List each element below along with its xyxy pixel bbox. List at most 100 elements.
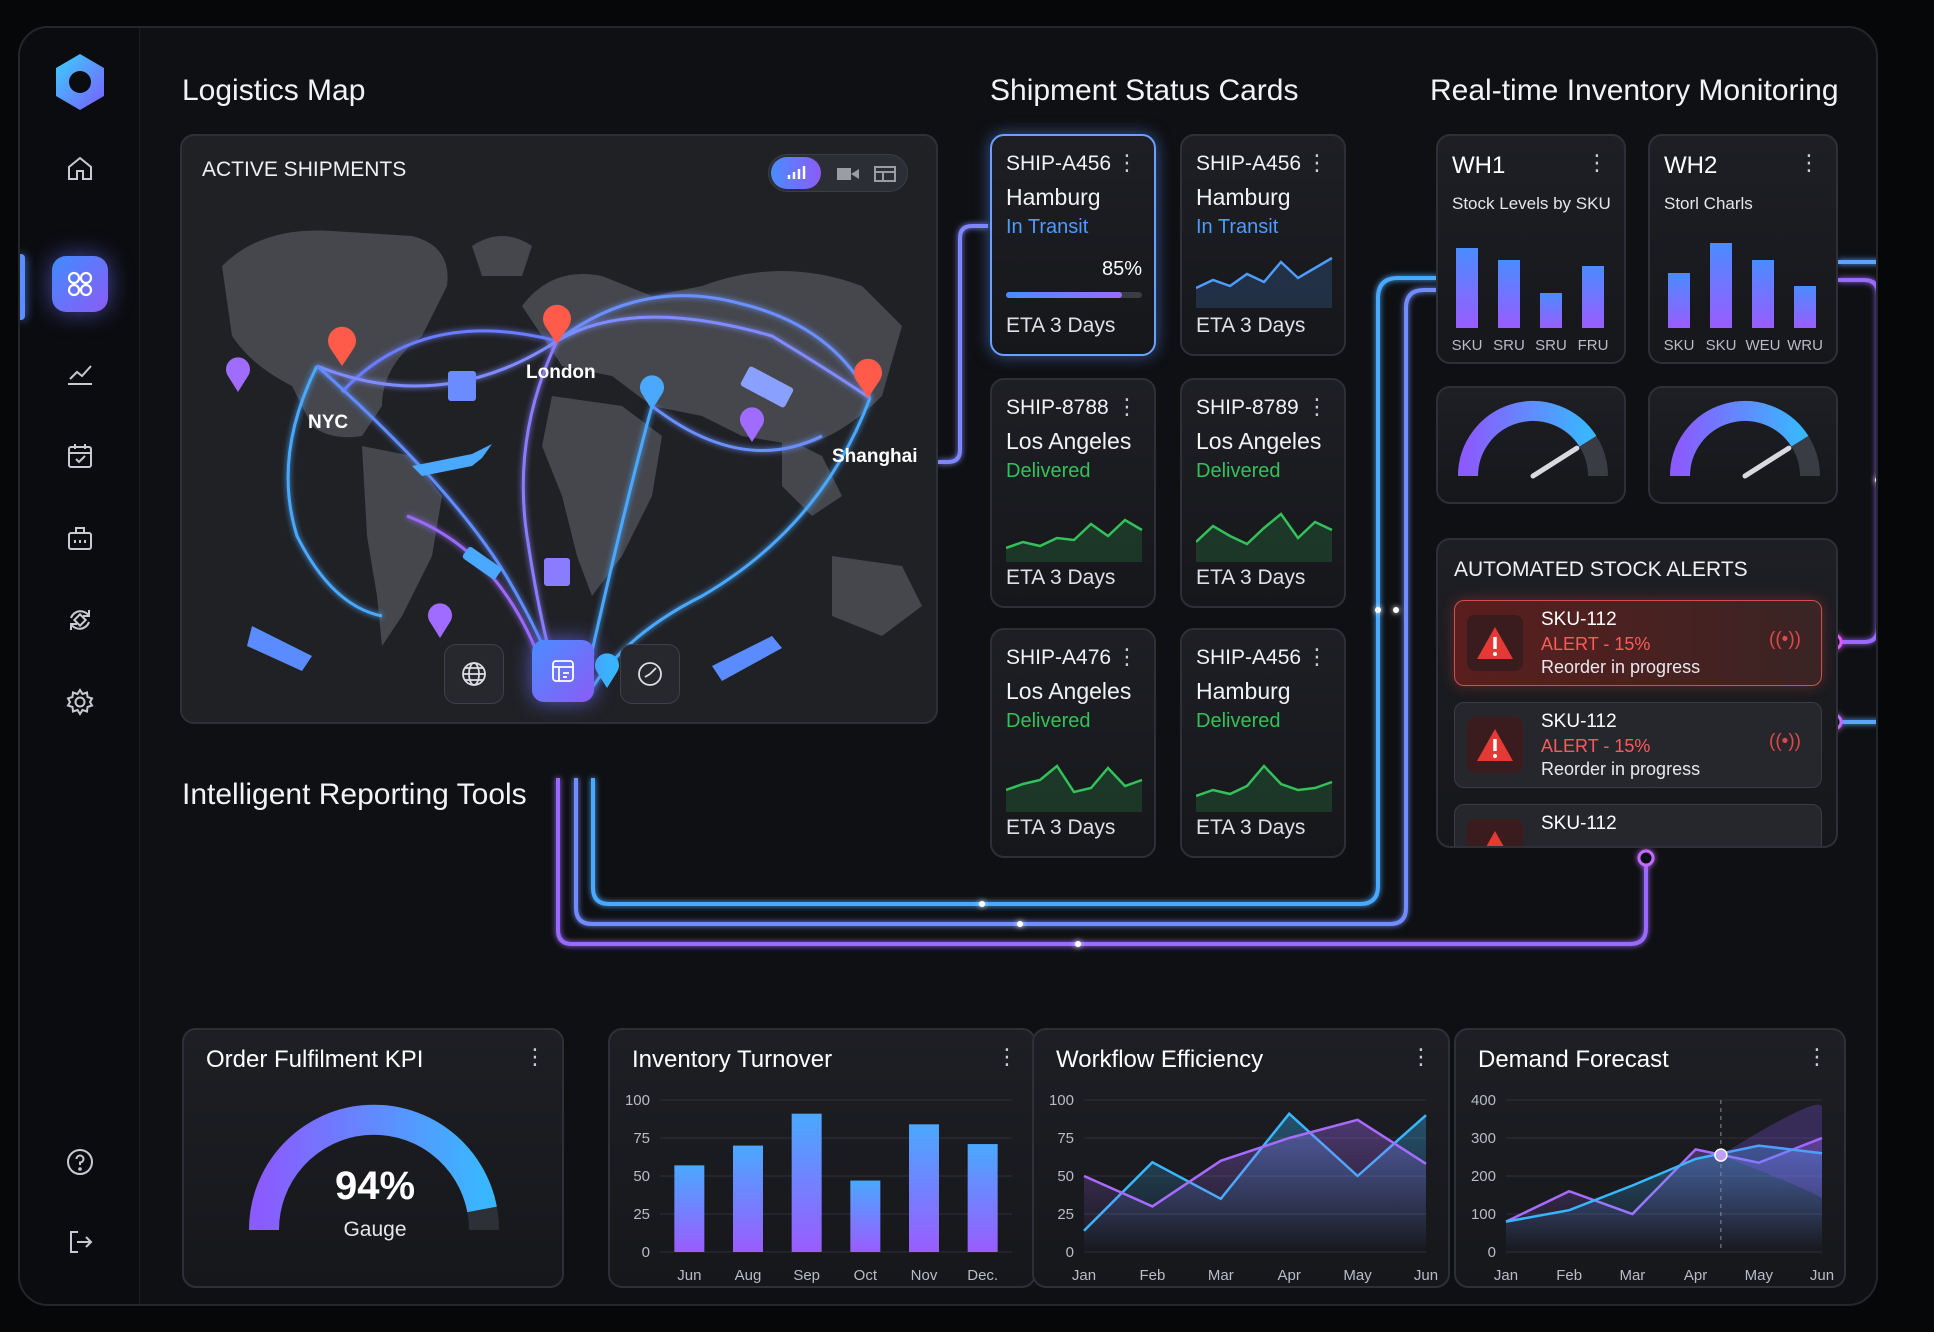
alert-item[interactable]: SKU-112 ALERT - 15% Reorder in progress … bbox=[1454, 702, 1822, 788]
home-icon bbox=[68, 156, 92, 180]
shipment-card[interactable]: SHIP-A456 ⋮ Hamburg In Transit ETA 3 Days 85% bbox=[990, 134, 1156, 356]
city-label-shanghai: Shanghai bbox=[832, 446, 918, 467]
clock-icon bbox=[638, 662, 662, 686]
nav-settings[interactable] bbox=[52, 674, 108, 730]
alert-sku: SKU-112 bbox=[1541, 813, 1617, 834]
hexagon-logo[interactable] bbox=[48, 50, 112, 114]
x-tick-label: Dec. bbox=[967, 1267, 998, 1284]
y-tick-label: 75 bbox=[1057, 1130, 1074, 1147]
alert-item[interactable]: SKU-112 bbox=[1454, 804, 1822, 846]
stock-bar bbox=[1582, 266, 1604, 328]
stock-bar-label: SRU bbox=[1493, 337, 1525, 352]
series-area bbox=[1506, 1145, 1822, 1252]
pin-london-icon bbox=[543, 304, 571, 344]
shipment-eta: ETA 3 Days bbox=[1196, 816, 1306, 839]
shipment-city: Los Angeles bbox=[1006, 678, 1132, 704]
nav-calendar[interactable] bbox=[52, 428, 108, 484]
transport-icons bbox=[247, 366, 794, 681]
ship-icon bbox=[712, 636, 782, 681]
more-menu-icon[interactable]: ⋮ bbox=[1116, 150, 1138, 175]
layout-icon[interactable] bbox=[873, 165, 897, 183]
kpi-card-body[interactable]: Order Fulfilment KPI ⋮ 94% Gauge bbox=[182, 1028, 564, 1288]
shipment-status: Delivered bbox=[1196, 710, 1281, 732]
nav-inventory[interactable] bbox=[52, 510, 108, 566]
map-tool-clock[interactable] bbox=[620, 644, 680, 704]
y-tick-label: 25 bbox=[633, 1206, 650, 1223]
x-tick-label: Jun bbox=[1810, 1267, 1834, 1284]
shipment-city: Hamburg bbox=[1196, 184, 1291, 210]
map-tool-globe[interactable] bbox=[444, 644, 504, 704]
city-label-nyc: NYC bbox=[308, 412, 349, 433]
forecast-point bbox=[1714, 1148, 1728, 1162]
reporting-title: Intelligent Reporting Tools bbox=[182, 778, 527, 811]
shipment-card[interactable]: SHIP-A456 ⋮ Hamburg Delivered ETA 3 Days bbox=[1180, 628, 1346, 858]
x-tick-label: Mar bbox=[1208, 1267, 1234, 1284]
more-menu-icon[interactable]: ⋮ bbox=[1116, 394, 1138, 419]
more-menu-icon[interactable]: ⋮ bbox=[1806, 1044, 1828, 1069]
sparkline bbox=[1006, 518, 1143, 562]
stock-bar-label: SKU bbox=[1664, 337, 1695, 352]
map-view-toggle[interactable] bbox=[768, 154, 908, 192]
nav-dashboard[interactable] bbox=[52, 256, 108, 312]
more-menu-icon[interactable]: ⋮ bbox=[1586, 150, 1608, 175]
x-tick-label: Aug bbox=[735, 1267, 762, 1284]
more-menu-icon[interactable]: ⋮ bbox=[1116, 644, 1138, 669]
nav-analytics[interactable] bbox=[52, 346, 108, 402]
map-tool-report[interactable] bbox=[532, 640, 594, 702]
shipment-card[interactable]: SHIP-A476 ⋮ Los Angeles Delivered ETA 3 Days bbox=[990, 628, 1156, 858]
more-menu-icon[interactable]: ⋮ bbox=[1798, 150, 1820, 175]
bar bbox=[674, 1165, 705, 1252]
shipment-card[interactable]: SHIP-A456 ⋮ Hamburg In Transit ETA 3 Days bbox=[1180, 134, 1346, 356]
analytics-icon bbox=[68, 365, 92, 385]
world-map bbox=[222, 230, 922, 697]
city-label-london: London bbox=[526, 362, 596, 383]
inventory-title: Real-time Inventory Monitoring bbox=[1430, 74, 1839, 107]
shipment-status: In Transit bbox=[1196, 216, 1279, 238]
shipment-city: Los Angeles bbox=[1196, 428, 1322, 454]
more-menu-icon[interactable]: ⋮ bbox=[524, 1044, 546, 1069]
alert-message: Reorder in progress bbox=[1541, 657, 1701, 677]
video-icon[interactable] bbox=[835, 165, 861, 183]
more-menu-icon[interactable]: ⋮ bbox=[1306, 644, 1328, 669]
x-tick-label: Apr bbox=[1278, 1267, 1301, 1284]
shipment-id: SHIP-A456 bbox=[1006, 152, 1112, 175]
stock-bar bbox=[1794, 286, 1816, 328]
broadcast-icon: ((•)) bbox=[1769, 731, 1801, 752]
more-menu-icon[interactable]: ⋮ bbox=[1410, 1044, 1432, 1069]
stock-bar bbox=[1668, 273, 1690, 328]
nav-sync[interactable] bbox=[52, 592, 108, 648]
bar bbox=[791, 1113, 822, 1252]
shipment-card[interactable]: SHIP-8788 ⋮ Los Angeles Delivered ETA 3 Days bbox=[990, 378, 1156, 608]
x-tick-label: Nov bbox=[911, 1267, 938, 1284]
y-tick-label: 100 bbox=[1471, 1206, 1496, 1223]
shipment-id: SHIP-A476 bbox=[1006, 646, 1112, 669]
shipment-eta: ETA 3 Days bbox=[1006, 314, 1116, 337]
more-menu-icon[interactable]: ⋮ bbox=[996, 1044, 1018, 1069]
alert-item[interactable]: SKU-112 ALERT - 15% Reorder in progress … bbox=[1454, 600, 1822, 686]
y-tick-label: 200 bbox=[1471, 1168, 1496, 1185]
toggle-signal[interactable] bbox=[771, 157, 821, 189]
warning-icon bbox=[1467, 615, 1523, 671]
stock-bar-label: SKU bbox=[1452, 337, 1483, 352]
report-chart-card[interactable]: Workflow Efficiency ⋮ 100 75 50 25 0 Jan Feb Mar A… bbox=[1032, 1028, 1450, 1288]
report-chart-card[interactable]: Demand Forecast ⋮ 400 300 200 100 0 Jan Feb Mar Ap… bbox=[1454, 1028, 1846, 1288]
alert-sku: SKU-112 bbox=[1541, 609, 1617, 630]
nav-help[interactable] bbox=[52, 1134, 108, 1190]
settings-icon bbox=[66, 688, 94, 716]
more-menu-icon[interactable]: ⋮ bbox=[1306, 394, 1328, 419]
warehouse-card[interactable]: WH1 ⋮ Stock Levels by SKU SKU SRU SRU FRU bbox=[1436, 134, 1626, 364]
map-header: ACTIVE SHIPMENTS bbox=[202, 158, 407, 181]
y-tick-label: 25 bbox=[1057, 1206, 1074, 1223]
gauge-dial bbox=[1670, 401, 1820, 479]
kpi-gauge bbox=[248, 1104, 499, 1231]
shipment-card[interactable]: SHIP-8789 ⋮ Los Angeles Delivered ETA 3 Days bbox=[1180, 378, 1346, 608]
warehouse-card[interactable]: WH2 ⋮ Storl Charls SKU SKU WEU WRU bbox=[1648, 134, 1838, 364]
chart-plot: 400 300 200 100 0 Jan Feb Mar Apr May Jun bbox=[1471, 1092, 1834, 1284]
report-chart-card[interactable]: Inventory Turnover ⋮ 100 75 50 25 0 Jun Aug Sep Oc… bbox=[608, 1028, 1036, 1288]
nav-logout[interactable] bbox=[52, 1214, 108, 1270]
nav-home[interactable] bbox=[52, 140, 108, 196]
more-menu-icon[interactable]: ⋮ bbox=[1306, 150, 1328, 175]
x-tick-label: Jun bbox=[1414, 1267, 1438, 1284]
airplane-icon bbox=[412, 444, 492, 476]
document-icon bbox=[544, 558, 570, 586]
